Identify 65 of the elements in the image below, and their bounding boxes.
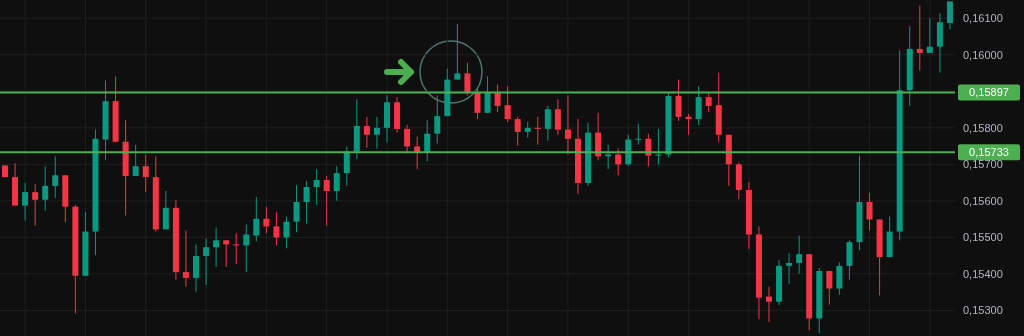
candlestick [293, 184, 300, 233]
candlestick [283, 216, 290, 249]
candlestick [786, 252, 793, 285]
candlestick [162, 190, 169, 230]
candlestick [695, 85, 702, 126]
candlestick [182, 229, 189, 288]
y-tick-label: 0,15800 [963, 121, 1003, 134]
candlestick [193, 243, 199, 293]
candlestick [253, 196, 260, 242]
candlestick [766, 286, 772, 323]
y-tick-label: 0,15500 [963, 231, 1003, 244]
candlestick [313, 168, 320, 206]
candlestick [42, 165, 49, 212]
ref-line-label: 0,15733 [969, 146, 1009, 159]
candlestick [343, 145, 350, 187]
y-tick-label: 0,15300 [963, 304, 1003, 317]
candlestick [132, 144, 139, 177]
candlestick [213, 227, 220, 268]
candlestick [454, 23, 461, 81]
candlestick [474, 87, 481, 120]
y-tick-label: 0,15700 [963, 158, 1003, 171]
candlestick [564, 94, 571, 155]
candlestick [203, 237, 210, 286]
candlestick [926, 17, 933, 54]
candlestick [464, 62, 471, 96]
candlestick [946, 0, 953, 30]
candlestick [142, 153, 149, 193]
candlestick [363, 116, 370, 149]
candlestick [223, 239, 230, 268]
candlestick [605, 144, 612, 170]
candlestick [373, 116, 380, 150]
candlestick [916, 4, 923, 71]
candlestick [796, 235, 803, 275]
candlestick [615, 148, 622, 176]
candlestick [263, 206, 270, 234]
candlestick [333, 165, 340, 202]
candlestick [554, 98, 561, 136]
candlestick [484, 75, 491, 114]
candlestick [705, 91, 712, 113]
candlestick [866, 192, 873, 231]
candlestick [243, 224, 250, 273]
y-tick-label: 0,16100 [963, 12, 1003, 25]
candlestick [675, 79, 682, 122]
candlestick [22, 182, 29, 222]
ref-line-label: 0,15897 [969, 86, 1009, 99]
y-tick-label: 0,16000 [963, 48, 1003, 61]
candlestick [323, 175, 330, 227]
candlestick [655, 128, 662, 165]
candlestick [273, 211, 280, 246]
y-tick-label: 0,15400 [963, 267, 1003, 280]
y-tick-label: 0,15600 [963, 194, 1003, 207]
candlestick [52, 155, 59, 199]
candlestick [303, 180, 310, 225]
candlestick [32, 183, 39, 227]
candlestick [504, 85, 511, 123]
candlestick [404, 124, 411, 154]
candlestick [846, 239, 853, 281]
candlestick [544, 105, 551, 142]
candlestick [434, 94, 441, 145]
candlestick [826, 270, 833, 306]
candlestick [514, 116, 521, 147]
candlestick [836, 261, 843, 296]
candlestick [494, 83, 501, 113]
candlestick [685, 113, 692, 136]
candlestick [635, 123, 642, 146]
